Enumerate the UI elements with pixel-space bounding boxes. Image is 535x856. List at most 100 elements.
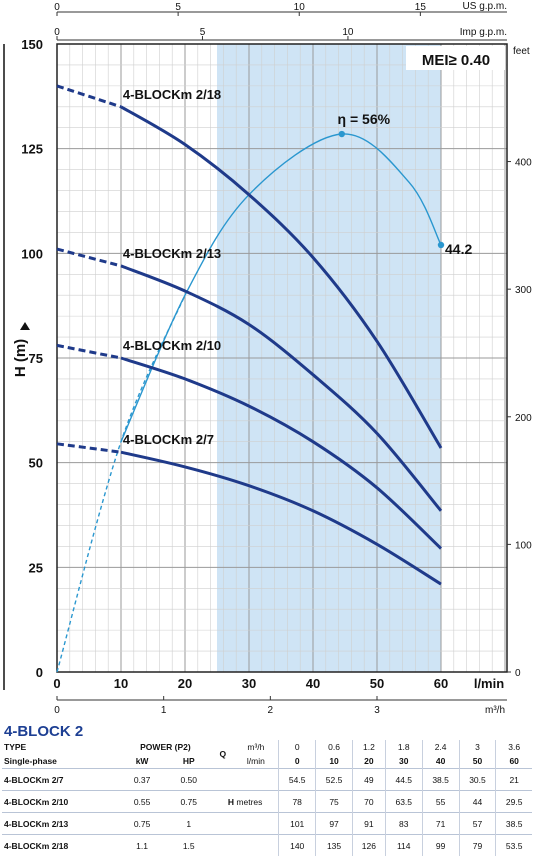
bottom-m3h-tick-label: 2: [268, 705, 274, 716]
series-label: 4-BLOCKm 2/18: [123, 87, 221, 102]
top-us-tick-label: 10: [294, 2, 306, 13]
top-imp-tick-label: 0: [54, 27, 60, 38]
y-tick-label: 100: [21, 246, 43, 261]
unit-m3h: m³/h: [233, 740, 278, 754]
h-cell: 75: [316, 791, 353, 813]
table-title: 4-BLOCK 2: [4, 723, 83, 740]
h-cell: 52.5: [316, 769, 353, 791]
y-tick-label: 75: [29, 351, 43, 366]
efficiency-peak-label: η = 56%: [338, 111, 391, 127]
h-cell: 30.5: [459, 769, 496, 791]
top-imp-axis-label: Imp g.p.m.: [460, 27, 507, 38]
q-m3h-cell: 0.6: [316, 740, 353, 754]
col-hp-header: HP: [165, 754, 212, 769]
bottom-m3h-tick-label: 3: [374, 705, 380, 716]
h-cell: 135: [316, 835, 353, 856]
series-label: 4-BLOCKm 2/13: [123, 246, 221, 261]
y-tick-label: 0: [36, 665, 43, 680]
unit-lmin: l/min: [233, 754, 278, 769]
top-us-tick-label: 0: [54, 2, 60, 13]
h-cell: 54.5: [279, 769, 316, 791]
q-lmin-cell: 60: [496, 754, 532, 769]
h-cell: 99: [422, 835, 459, 856]
y-tick-label: 25: [29, 560, 43, 575]
q-m3h-cell: 1.8: [385, 740, 422, 754]
col-power-header: POWER (P2): [119, 740, 212, 754]
q-lmin-cell: 10: [316, 754, 353, 769]
x-tick-label: 40: [306, 676, 320, 691]
h-cell: 97: [316, 813, 353, 835]
h-cell: 70: [352, 791, 385, 813]
h-header: H: [228, 797, 234, 807]
row-kw: 0.75: [119, 813, 166, 835]
row-hp: 0.50: [165, 769, 212, 791]
col-type-header: TYPE: [2, 740, 119, 754]
table-row: 4-BLOCKm 2/18 1.1 1.5 140 135 126 114 99…: [2, 835, 532, 856]
x-tick-label: 30: [242, 676, 256, 691]
right-feet-tick-label: 300: [515, 285, 532, 296]
h-cell: 49: [352, 769, 385, 791]
row-kw: 1.1: [119, 835, 166, 856]
h-cell: 114: [385, 835, 422, 856]
mei-badge: MEI≥ 0.40: [422, 52, 490, 69]
h-cell: 78: [279, 791, 316, 813]
h-unit: metres: [236, 797, 262, 807]
series-label: 4-BLOCKm 2/10: [123, 338, 221, 353]
spec-table: TYPE POWER (P2) Q m³/h 0 0.6 1.2 1.8 2.4…: [2, 740, 532, 856]
top-imp-tick-label: 10: [342, 27, 354, 38]
row-type: 4-BLOCKm 2/7: [2, 769, 119, 791]
x-tick-label: 20: [178, 676, 192, 691]
q-lmin-cell: 0: [279, 754, 316, 769]
h-cell: 21: [496, 769, 532, 791]
h-cell: 71: [422, 813, 459, 835]
h-cell: 38.5: [496, 813, 532, 835]
h-cell: 126: [352, 835, 385, 856]
x-tick-label: 10: [114, 676, 128, 691]
h-cell: 38.5: [422, 769, 459, 791]
top-imp-tick-label: 5: [200, 27, 206, 38]
q-m3h-cell: 3: [459, 740, 496, 754]
h-cell: 44.5: [385, 769, 422, 791]
x-tick-label: 60: [434, 676, 448, 691]
row-type: 4-BLOCKm 2/13: [2, 813, 119, 835]
efficiency-peak-point: [339, 131, 345, 137]
right-feet-tick-label: 0: [515, 668, 521, 679]
h-cell: 63.5: [385, 791, 422, 813]
row-kw: 0.37: [119, 769, 166, 791]
q-lmin-cell: 40: [422, 754, 459, 769]
h-cell: 53.5: [496, 835, 532, 856]
table-row: 4-BLOCKm 2/7 0.37 0.50 54.5 52.5 49 44.5…: [2, 769, 532, 791]
q-lmin-cell: 50: [459, 754, 496, 769]
h-cell: 57: [459, 813, 496, 835]
top-us-axis-label: US g.p.m.: [463, 1, 507, 12]
h-cell: 29.5: [496, 791, 532, 813]
table-row: 4-BLOCKm 2/10 0.55 0.75 H metres 78 75 7…: [2, 791, 532, 813]
efficiency-end-point: [438, 242, 444, 248]
x-axis-label: l/min: [474, 676, 504, 691]
y-tick-label: 125: [21, 142, 43, 157]
q-lmin-cell: 20: [352, 754, 385, 769]
h-cell: 101: [279, 813, 316, 835]
row-kw: 0.55: [119, 791, 166, 813]
h-cell: 55: [422, 791, 459, 813]
row-type: 4-BLOCKm 2/10: [2, 791, 119, 813]
bottom-m3h-axis-label: m³/h: [485, 705, 505, 716]
q-header: Q: [212, 740, 233, 769]
series-label: 4-BLOCKm 2/7: [123, 432, 214, 447]
table-row: 4-BLOCKm 2/13 0.75 1 101 97 91 83 71 57 …: [2, 813, 532, 835]
efficiency-end-label: 44.2: [445, 241, 472, 257]
right-feet-tick-label: 100: [515, 540, 532, 551]
y-tick-label: 150: [21, 37, 43, 52]
top-us-tick-label: 5: [175, 2, 181, 13]
right-feet-tick-label: 200: [515, 413, 532, 424]
h-cell: 91: [352, 813, 385, 835]
h-cell: 83: [385, 813, 422, 835]
row-hp: 1: [165, 813, 212, 835]
row-hp: 1.5: [165, 835, 212, 856]
y-axis-arrow-icon: [20, 322, 30, 330]
q-lmin-cell: 30: [385, 754, 422, 769]
row-type: 4-BLOCKm 2/18: [2, 835, 119, 856]
h-cell: 44: [459, 791, 496, 813]
row-hp: 0.75: [165, 791, 212, 813]
